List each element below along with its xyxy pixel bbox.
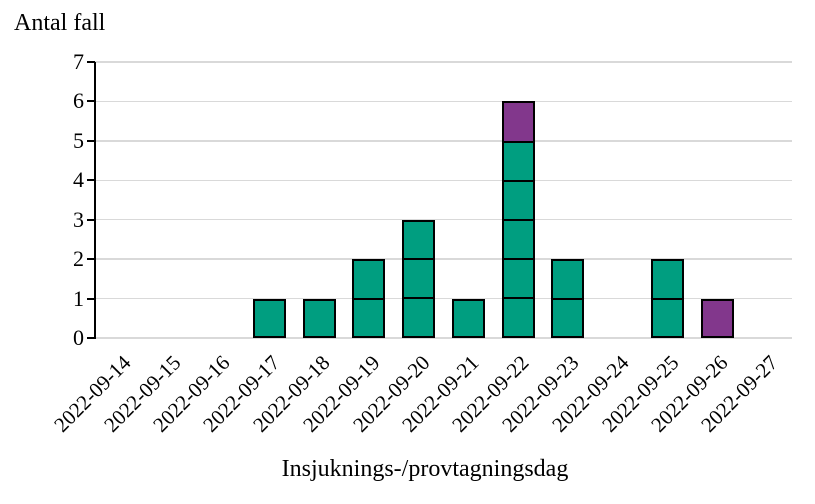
case-box <box>404 221 434 261</box>
y-axis-title: Antal fall <box>14 10 106 36</box>
y-axis-tick-label: 3 <box>73 206 84 232</box>
y-axis-tick-mark <box>87 61 95 63</box>
y-axis-tick-mark <box>87 100 95 103</box>
y-axis-tick-label: 7 <box>73 49 84 74</box>
gridline <box>95 179 792 182</box>
y-axis-tick-mark <box>87 258 95 261</box>
gridline <box>95 258 792 260</box>
case-box <box>503 142 533 182</box>
y-axis-tick-label: 4 <box>73 167 84 193</box>
case-box <box>404 299 434 336</box>
case-box <box>503 103 533 143</box>
gridline <box>95 61 792 63</box>
gridline <box>95 297 792 300</box>
bar <box>252 298 286 338</box>
case-box <box>553 299 583 336</box>
case-box <box>503 259 533 299</box>
y-axis-tick-mark <box>87 337 95 339</box>
x-axis-title: Insjuknings-/provtagningsdag <box>281 456 569 482</box>
bar <box>651 259 685 338</box>
y-axis-tick-label: 2 <box>73 246 84 272</box>
bar <box>352 259 386 338</box>
y-axis-tick-label: 5 <box>73 127 84 153</box>
case-box <box>254 300 284 336</box>
bar <box>501 101 535 338</box>
case-box <box>653 261 683 300</box>
y-axis-tick-mark <box>87 218 95 221</box>
case-box <box>304 300 334 336</box>
bar <box>402 219 436 338</box>
case-box <box>553 261 583 300</box>
y-axis-line <box>94 62 96 339</box>
case-box <box>503 181 533 221</box>
bar <box>551 259 585 338</box>
bar <box>700 298 734 338</box>
y-axis-tick-mark <box>87 139 95 142</box>
case-box <box>354 261 384 300</box>
case-box <box>503 220 533 260</box>
gridline <box>95 100 792 103</box>
case-box <box>354 299 384 336</box>
y-axis-tick-mark <box>87 297 95 300</box>
y-axis-tick-label: 6 <box>73 88 84 114</box>
case-box <box>503 298 533 336</box>
case-box <box>404 260 434 300</box>
case-box <box>653 299 683 336</box>
bar <box>451 298 485 338</box>
y-axis-tick-label: 1 <box>73 285 84 311</box>
gridline <box>95 140 792 142</box>
y-axis-tick-mark <box>87 179 95 182</box>
case-box <box>702 300 732 336</box>
y-axis-tick-label: 0 <box>73 325 84 350</box>
bar <box>302 298 336 338</box>
case-box <box>453 300 483 336</box>
gridline <box>95 218 792 221</box>
gridline <box>95 337 792 339</box>
